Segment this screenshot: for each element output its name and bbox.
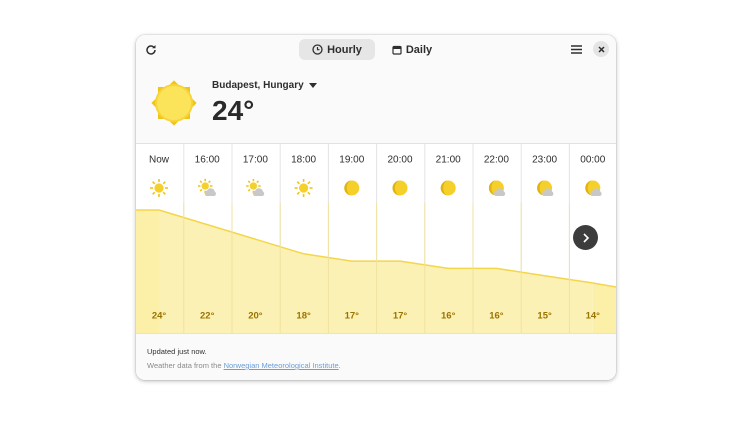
curve-edge-line (592, 282, 616, 288)
tab-label: Daily (405, 43, 433, 56)
source-link[interactable]: Norwegian Meteorological Institute (223, 361, 339, 370)
hour-temperature: 18° (296, 311, 311, 322)
weather-icon (344, 180, 360, 196)
sun-ray (247, 180, 251, 184)
close-icon (597, 45, 605, 53)
weather-icon-large (151, 80, 197, 126)
temperature-line (158, 209, 593, 284)
hour-label: 16:00 (195, 155, 220, 166)
sun-ray (296, 191, 300, 195)
moon-shade (392, 180, 400, 196)
weather-icon (392, 180, 408, 196)
sun-ray (208, 180, 211, 184)
hour-label: 21:00 (436, 155, 461, 166)
hour-temperature: 16° (441, 311, 456, 322)
hour-temperature: 14° (586, 311, 601, 322)
sun-disc (201, 182, 209, 190)
hour-temperature: 15° (537, 311, 552, 322)
hour-temperature: 16° (489, 311, 504, 322)
sun-ray (162, 181, 166, 185)
hour-label: 18:00 (291, 155, 316, 166)
sun-ray (307, 181, 311, 185)
moon-shade (488, 180, 497, 196)
dropdown-arrow (308, 83, 317, 88)
hour-temperature: 17° (393, 311, 408, 322)
sun-disc (249, 182, 258, 190)
moon-shade (585, 180, 593, 196)
temperature-area (159, 210, 593, 333)
cloud (493, 188, 506, 196)
sun-ray (256, 180, 260, 184)
updated-text: Updated just now. (147, 347, 207, 356)
sun-ray (162, 191, 166, 195)
next-button[interactable] (573, 225, 598, 250)
hour-temperature: 22° (200, 311, 215, 322)
hour-label: Now (149, 155, 170, 166)
weather-icon (246, 178, 265, 196)
weather-icon (440, 180, 456, 196)
hour-label: 20:00 (387, 155, 412, 166)
weather-icon (585, 180, 602, 196)
close-button[interactable] (593, 41, 609, 57)
refresh-icon (145, 44, 156, 55)
sun-ray (307, 191, 311, 195)
moon-disc (344, 180, 360, 196)
sun-ray (199, 180, 203, 184)
moon-shade (344, 180, 352, 196)
current-temperature: 24° (212, 95, 255, 126)
attribution-suffix: . (338, 361, 341, 370)
weather-icon (197, 178, 216, 196)
hour-temperature: 17° (345, 311, 360, 322)
hour-temperature: 20° (248, 311, 263, 322)
location-name: Budapest, Hungary (212, 80, 304, 91)
curve-edge-fill (592, 283, 616, 333)
hour-label: 19:00 (339, 155, 364, 166)
moon-shade (537, 180, 545, 196)
sun-ray (296, 181, 300, 185)
sun-ray (247, 188, 251, 192)
hour-label: 22:00 (484, 155, 509, 166)
attribution: Weather data from the Norwegian Meteorol… (147, 361, 341, 370)
sun-ray (199, 188, 203, 192)
weather-icon (537, 180, 554, 196)
hour-label: 23:00 (532, 155, 557, 166)
sun-ray (152, 191, 156, 195)
cloud (204, 188, 216, 196)
moon-disc (392, 180, 408, 196)
curve-edge-fill (136, 210, 159, 333)
hourly-tab[interactable]: Hourly (299, 39, 375, 60)
calendar-icon (392, 45, 402, 55)
hourly-forecast: Now 24° 16:00 22° 17:00 20° 18:00 18° 19:00 17° 20… (136, 143, 616, 333)
header: Hourly Daily Budapest, Hungary 24° (136, 35, 616, 144)
weather-window: Hourly Daily Budapest, Hungary 24° Now 24… (136, 35, 616, 380)
cloud (542, 188, 554, 196)
menu-button[interactable] (568, 41, 585, 58)
sun-ray (152, 181, 156, 185)
sun-disc (299, 183, 309, 193)
hour-temperature: 24° (152, 311, 167, 322)
cloud (590, 188, 602, 196)
chevron-icon (582, 232, 589, 243)
moon-disc (440, 180, 456, 196)
tab-label: Hourly (327, 43, 362, 56)
weather-icon (294, 179, 313, 197)
moon-shade (440, 180, 449, 196)
clock-icon (312, 44, 323, 55)
location[interactable]: Budapest, Hungary (212, 80, 317, 91)
menu-icon (571, 45, 582, 54)
hour-label: 17:00 (243, 155, 268, 166)
weather-icon (488, 180, 506, 196)
weather-icon (150, 179, 168, 197)
cloud (252, 188, 265, 196)
attribution-prefix: Weather data from the (147, 361, 222, 370)
sun-disc (154, 183, 164, 193)
daily-tab[interactable]: Daily (389, 39, 435, 60)
footer: Updated just now. Weather data from the … (136, 333, 616, 380)
hour-label: 00:00 (580, 155, 605, 166)
refresh-button[interactable] (142, 41, 159, 58)
